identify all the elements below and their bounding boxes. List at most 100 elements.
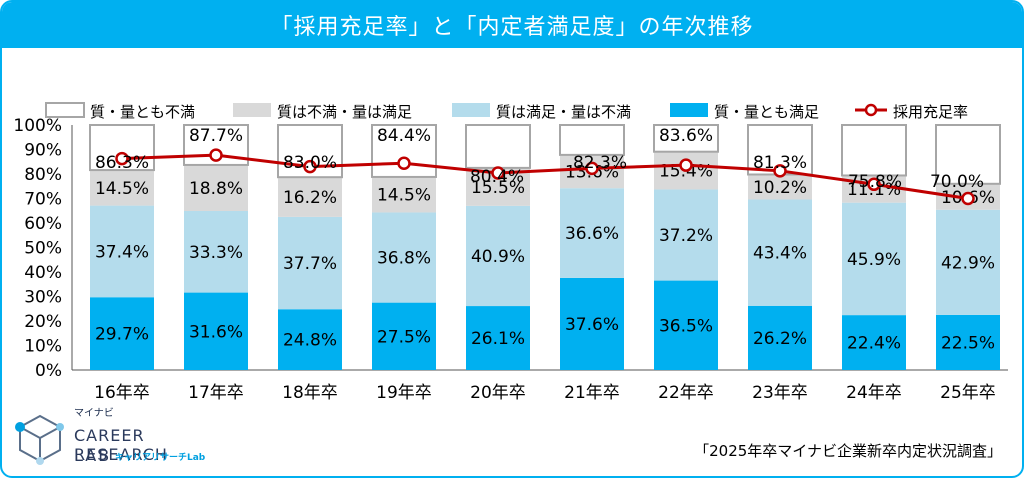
y-tick-label: 100%	[13, 116, 62, 136]
x-tick-label: 25年卒	[940, 383, 996, 403]
x-tick-label: 22年卒	[658, 383, 714, 403]
data-label-quantity-only: 14.5%	[95, 179, 149, 199]
data-label-quality-only: 36.8%	[377, 249, 431, 269]
data-label-satisfied-both: 36.5%	[659, 316, 713, 336]
line-point-fill-rate	[773, 164, 787, 178]
data-label-fill-rate: 86.3%	[95, 153, 149, 173]
bar-segment-unsatisfied-both	[935, 124, 1001, 185]
y-tick-label: 80%	[24, 165, 62, 185]
bar-segment-satisfied-both	[748, 305, 812, 370]
logo-brand: マイナビ	[74, 408, 114, 419]
data-label-satisfied-both: 37.6%	[565, 315, 619, 335]
bar-segment-unsatisfied-both	[653, 124, 719, 153]
bar-segment-quality-only	[748, 199, 812, 306]
x-tick-label: 21年卒	[564, 383, 620, 403]
data-label-fill-rate: 75.8%	[848, 172, 902, 192]
bar-segment-quantity-only	[372, 176, 436, 213]
logo-line2: LAB	[74, 446, 112, 465]
data-label-quantity-only: 16.2%	[283, 188, 337, 208]
line-point-fill-rate	[679, 158, 693, 172]
data-label-quality-only: 33.3%	[189, 243, 243, 263]
data-label-fill-rate: 83.0%	[283, 153, 337, 173]
data-label-fill-rate: 82.3%	[573, 153, 627, 173]
data-label-quality-only: 43.4%	[753, 244, 807, 264]
y-tick-label: 70%	[24, 190, 62, 210]
legend-swatch	[452, 103, 490, 117]
legend-marker	[864, 103, 878, 117]
bar-segment-satisfied-both	[842, 315, 906, 370]
data-label-quality-only: 42.9%	[941, 253, 995, 273]
bar-segment-quality-only	[560, 188, 624, 278]
data-label-satisfied-both: 29.7%	[95, 325, 149, 345]
data-label-quality-only: 37.4%	[95, 242, 149, 262]
data-label-satisfied-both: 22.4%	[847, 334, 901, 354]
legend-swatch	[670, 103, 708, 117]
bar-segment-satisfied-both	[90, 297, 154, 370]
y-tick-label: 40%	[24, 263, 62, 283]
legend-label: 質・量とも満足	[714, 103, 819, 121]
legend-swatch	[45, 102, 85, 118]
legend-label: 採用充足率	[893, 103, 968, 121]
bar-segment-satisfied-both	[466, 306, 530, 370]
source-note: 「2025年卒マイナビ企業新卒内定状況調査」	[694, 442, 1002, 460]
bar-segment-unsatisfied-both	[841, 124, 907, 177]
y-tick-label: 90%	[24, 141, 62, 161]
bar-segment-unsatisfied-both	[89, 124, 155, 172]
legend-label: 質は満足・量は不満	[496, 103, 631, 121]
data-label-fill-rate: 84.4%	[377, 126, 431, 146]
x-tick-label: 16年卒	[94, 383, 150, 403]
x-tick-label: 20年卒	[470, 383, 526, 403]
bar-segment-quantity-only	[184, 164, 248, 211]
data-label-quality-only: 36.6%	[565, 224, 619, 244]
legend-label: 質・量とも不満	[90, 103, 195, 121]
data-label-satisfied-both: 22.5%	[941, 333, 995, 353]
bar-segment-quality-only	[278, 216, 342, 310]
bar-segment-quality-only	[654, 189, 718, 281]
x-tick-label: 23年卒	[752, 383, 808, 403]
logo-sub: キャリアリサーチLab	[115, 453, 206, 463]
data-label-fill-rate: 80.4%	[470, 167, 524, 187]
data-label-quality-only: 40.9%	[471, 247, 525, 267]
bar-segment-satisfied-both	[936, 314, 1000, 370]
bar-segment-satisfied-both	[372, 302, 436, 370]
bar-segment-quality-only	[842, 202, 906, 316]
data-label-satisfied-both: 26.2%	[753, 329, 807, 349]
data-label-quantity-only: 15.5%	[471, 178, 525, 198]
data-label-fill-rate: 70.0%	[930, 172, 984, 192]
legend-swatch	[233, 103, 271, 117]
data-label-quality-only: 37.7%	[283, 254, 337, 274]
y-tick-label: 0%	[35, 361, 62, 381]
x-tick-label: 17年卒	[188, 383, 244, 403]
bar-segment-quality-only	[90, 205, 154, 298]
data-label-quantity-only: 10.2%	[753, 178, 807, 198]
legend-label: 質は不満・量は満足	[277, 103, 412, 121]
y-tick-label: 30%	[24, 288, 62, 308]
bar-segment-quality-only	[466, 205, 530, 307]
line-point-fill-rate	[867, 177, 881, 192]
line-point-fill-rate	[115, 151, 129, 166]
bar-segment-quantity-only	[748, 174, 812, 200]
bar-segment-quantity-only	[90, 170, 154, 206]
career-research-lab-logo: マイナビ CAREER RESEARCH LAB キャリアリサーチLab	[12, 406, 242, 472]
line-point-fill-rate	[961, 191, 975, 206]
x-tick-label: 18年卒	[282, 383, 338, 403]
bar-segment-unsatisfied-both	[559, 124, 625, 156]
bar-segment-quality-only	[372, 212, 436, 303]
bar-segment-quantity-only	[278, 177, 342, 217]
line-point-fill-rate	[585, 161, 599, 176]
bar-segment-quality-only	[936, 209, 1000, 315]
bar-segment-satisfied-both	[278, 309, 342, 370]
data-label-quality-only: 37.2%	[659, 226, 713, 246]
y-tick-label: 10%	[24, 337, 62, 357]
x-tick-label: 19年卒	[376, 383, 432, 403]
bar-segment-satisfied-both	[560, 277, 624, 370]
data-label-quantity-only: 14.5%	[377, 186, 431, 206]
data-label-satisfied-both: 26.1%	[471, 329, 525, 349]
data-label-quantity-only: 18.8%	[189, 179, 243, 199]
logo-line1: CAREER RESEARCH	[74, 426, 168, 464]
data-label-fill-rate: 87.7%	[189, 126, 243, 146]
data-label-satisfied-both: 27.5%	[377, 327, 431, 347]
line-point-fill-rate	[303, 159, 317, 174]
data-label-fill-rate: 81.3%	[753, 153, 807, 173]
